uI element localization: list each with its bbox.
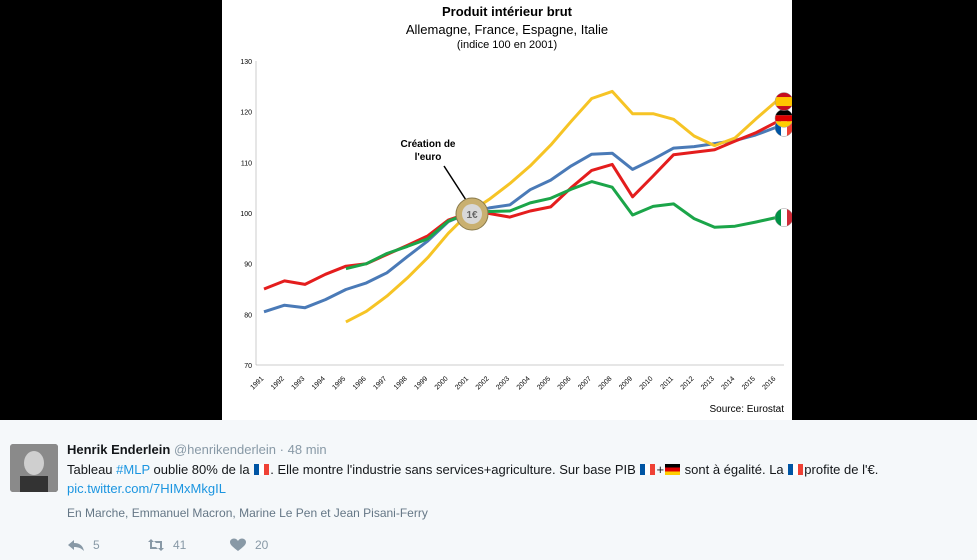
x-tick-label: 1996 [352,375,368,391]
tagged-people[interactable]: En Marche, Emmanuel Macron, Marine Le Pe… [67,506,428,520]
annotation-line2: l'euro [415,152,442,163]
text-segment: oublie 80% de la [149,462,254,477]
text-segment: . Elle montre l'industrie sans services+… [270,462,640,477]
germany-flag-icon [665,464,681,475]
chart-source: Source: Eurostat [709,404,784,415]
y-tick-label: 80 [244,312,252,319]
x-tick-label: 1991 [249,375,265,391]
retweet-icon [148,539,164,551]
x-tick-label: 2008 [598,375,614,391]
author-handle[interactable]: @henrikenderlein [173,442,277,457]
x-tick-label: 2010 [639,375,655,391]
euro-coin-icon: 1€ [455,197,489,231]
tweet[interactable]: Henrik Enderlein @henrikenderlein · 48 m… [0,420,977,560]
x-tick-label: 2003 [495,375,511,391]
series-france [263,125,777,314]
reply-button[interactable]: 5 [67,538,100,552]
x-tick-label: 2002 [475,375,491,391]
france-flag-icon [254,464,270,475]
x-tick-label: 2013 [700,375,716,391]
tweet-text: Tableau #MLP oublie 80% de la . Elle mon… [67,460,967,498]
retweet-count: 41 [173,538,187,552]
x-tick-label: 2009 [618,375,634,391]
text-segment: sont à égalité. La [681,462,788,477]
chart-image[interactable]: Produit intérieur brut Allemagne, France… [222,0,792,420]
line-chart: 70 80 90 100 110 120 130 1991 1992 1993 1994 1995 19… [240,59,792,391]
media-link[interactable]: pic.twitter.com/7HIMxMkgIL [67,481,226,496]
x-tick-label: 1992 [270,375,286,391]
chart-title: Produit intérieur brut [442,4,572,19]
x-tick-label: 2007 [577,375,593,391]
heart-icon [230,538,246,551]
x-tick-label: 1994 [311,375,327,391]
tweet-header: Henrik Enderlein @henrikenderlein · 48 m… [67,442,327,457]
reply-icon [68,540,84,551]
timestamp[interactable]: 48 min [287,442,327,457]
reply-count: 5 [93,538,100,552]
x-tick-label: 2004 [516,375,532,391]
x-tick-label: 2012 [680,375,696,391]
text-segment: profite de l'€. [804,462,879,477]
text-segment: Tableau [67,462,117,477]
y-tick-label: 110 [241,160,252,167]
x-tick-label: 1997 [372,375,388,391]
chart-note: (indice 100 en 2001) [456,39,558,51]
author-name[interactable]: Henrik Enderlein [67,442,171,457]
hashtag-link[interactable]: #MLP [116,462,150,477]
x-tick-label: 2016 [761,375,777,391]
x-tick-label: 1995 [331,375,347,391]
italy-flag-icon [774,208,792,227]
y-tick-label: 90 [244,262,252,269]
series-spain [345,89,777,324]
x-tick-label: 1993 [290,375,306,391]
x-tick-label: 1998 [393,375,409,391]
like-count: 20 [255,538,269,552]
avatar[interactable] [10,444,58,492]
x-tick-label: 2001 [454,375,470,391]
text-segment: + [656,462,665,477]
y-tick-label: 120 [240,110,252,117]
france-flag-icon [788,464,804,475]
y-tick-label: 130 [240,59,252,66]
svg-text:1€: 1€ [466,210,478,221]
series-germany [263,120,777,291]
y-tick-label: 100 [240,211,252,218]
x-tick-label: 1999 [413,375,429,391]
like-button[interactable]: 20 [229,538,268,552]
y-tick-label: 70 [244,363,252,370]
x-tick-label: 2014 [720,375,736,391]
x-tick-label: 2011 [659,375,675,391]
separator: · [279,442,284,457]
annotation-line1: Création de [400,139,455,150]
retweet-button[interactable]: 41 [147,538,186,552]
series-italy [345,180,777,271]
annotation-pointer [443,165,467,201]
x-tick-label: 2005 [536,375,552,391]
spain-flag-icon [774,92,792,111]
france-flag-icon [640,464,656,475]
chart-subtitle: Allemagne, France, Espagne, Italie [405,22,609,37]
x-tick-label: 2015 [741,375,757,391]
x-tick-label: 2000 [434,375,450,391]
x-tick-label: 2006 [557,375,573,391]
germany-flag-icon [774,109,792,128]
